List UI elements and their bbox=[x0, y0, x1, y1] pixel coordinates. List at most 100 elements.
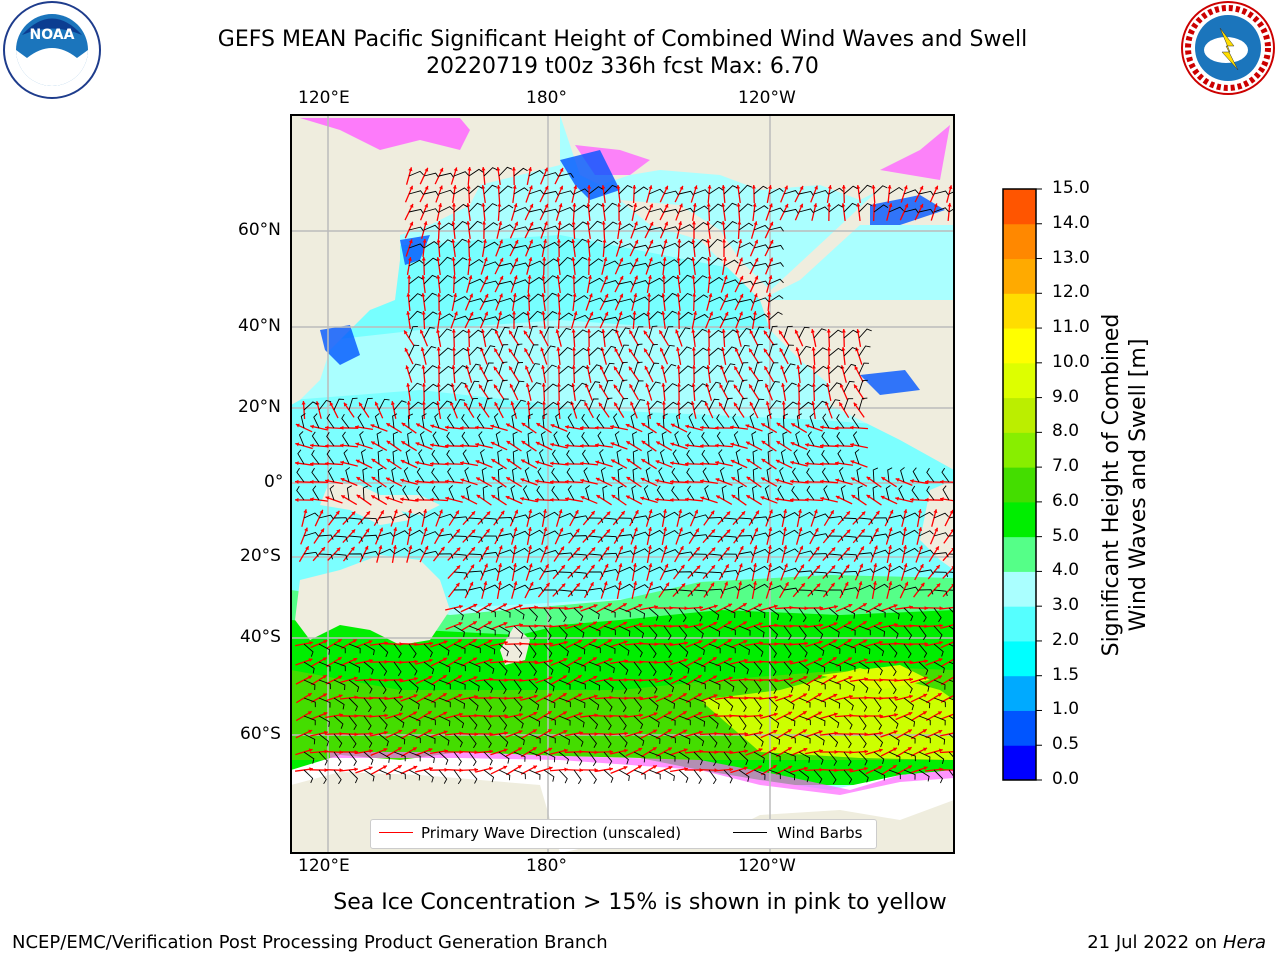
wave-direction-arrowhead bbox=[586, 239, 591, 243]
wind-barb bbox=[873, 185, 888, 195]
wave-direction-arrowhead bbox=[795, 347, 800, 352]
colorbar-tick-label: 13.0 bbox=[1052, 247, 1090, 268]
wind-barb bbox=[911, 485, 920, 501]
wind-barb bbox=[888, 661, 897, 677]
wave-direction-arrowhead bbox=[819, 623, 823, 628]
wave-direction-arrowhead bbox=[472, 639, 477, 643]
wave-direction-arrowhead bbox=[481, 167, 486, 171]
wind-barb bbox=[903, 586, 919, 592]
wind-barb bbox=[768, 294, 784, 303]
wave-direction-arrowhead bbox=[295, 479, 299, 484]
wind-barb bbox=[708, 661, 721, 672]
wind-barb bbox=[858, 568, 874, 574]
wind-barb bbox=[708, 316, 724, 321]
wind-barb bbox=[573, 625, 585, 638]
wind-barb bbox=[851, 413, 860, 429]
alaska-land bbox=[620, 200, 770, 300]
wind-barb bbox=[813, 189, 829, 195]
wind-barb bbox=[303, 531, 319, 537]
wind-barb bbox=[468, 220, 483, 231]
wind-barb bbox=[618, 751, 629, 765]
wind-barb bbox=[828, 204, 844, 213]
wind-barb bbox=[767, 449, 773, 465]
wind-barb bbox=[738, 184, 753, 195]
wave-direction-arrowhead bbox=[743, 658, 748, 663]
wave-direction-arrowhead bbox=[413, 694, 418, 699]
wave-direction-arrowhead bbox=[471, 511, 476, 516]
wave-direction-arrowhead bbox=[466, 185, 471, 189]
wind-barb bbox=[603, 643, 616, 654]
wind-barb bbox=[468, 278, 484, 285]
wind-barb bbox=[686, 449, 695, 465]
wind-barb bbox=[537, 467, 545, 483]
wave-direction-arrowhead bbox=[767, 293, 772, 297]
wind-barb bbox=[633, 343, 643, 357]
wave-direction-arrowhead bbox=[548, 747, 553, 752]
wind-barb bbox=[588, 220, 603, 231]
wave-direction-arrowhead bbox=[918, 545, 923, 550]
wave-direction-arrowhead bbox=[948, 185, 953, 190]
wind-barb bbox=[558, 589, 573, 597]
wind-barb bbox=[708, 203, 723, 213]
wind-barb bbox=[573, 643, 586, 655]
wave-direction-arrowhead bbox=[853, 402, 858, 407]
wind-barb bbox=[393, 400, 407, 411]
wave-direction-arrowhead bbox=[908, 711, 913, 716]
wave-direction-arrowhead bbox=[781, 401, 786, 405]
wind-barb bbox=[438, 643, 450, 656]
wind-barb bbox=[573, 329, 588, 339]
wave-direction-arrowhead bbox=[721, 239, 727, 243]
wave-direction-arrowhead bbox=[429, 766, 433, 771]
wind-barb bbox=[843, 733, 852, 749]
wind-barb bbox=[528, 401, 543, 411]
wind-barb bbox=[528, 226, 544, 232]
wave-direction-arrowhead bbox=[646, 311, 651, 315]
wave-direction-arrowhead bbox=[848, 676, 853, 680]
wave-direction-arrowhead bbox=[453, 167, 458, 172]
wind-barb bbox=[693, 239, 708, 249]
wind-barb bbox=[393, 751, 406, 762]
wave-direction-arrowhead bbox=[619, 545, 624, 550]
wave-direction-arrowhead bbox=[485, 528, 490, 533]
wind-barb bbox=[843, 679, 855, 692]
wave-direction-arrowhead bbox=[811, 401, 816, 405]
wind-barb bbox=[513, 565, 529, 573]
wind-barb bbox=[704, 485, 710, 501]
wind-barb bbox=[403, 467, 410, 483]
wind-barb bbox=[753, 262, 769, 268]
wind-barb bbox=[543, 530, 559, 537]
wind-barb bbox=[783, 607, 793, 622]
coast-blue-3 bbox=[320, 325, 360, 365]
wave-direction-arrowhead bbox=[517, 747, 522, 752]
wind-barb bbox=[813, 697, 826, 708]
wind-barb bbox=[768, 585, 784, 591]
wave-direction-arrowhead bbox=[562, 693, 567, 697]
wave-direction-arrowhead bbox=[938, 658, 943, 662]
wave-direction-arrowhead bbox=[475, 442, 480, 447]
wave-direction-arrowhead bbox=[813, 203, 818, 208]
wave-direction-arrowhead bbox=[861, 511, 866, 516]
wind-barb bbox=[483, 203, 498, 213]
wave-direction-arrowhead bbox=[628, 366, 633, 371]
wave-direction-arrowhead bbox=[648, 257, 653, 262]
wind-barb bbox=[798, 530, 814, 537]
wave-direction-arrowhead bbox=[609, 676, 613, 681]
wind-barb bbox=[678, 751, 690, 764]
wind-barb bbox=[836, 431, 845, 447]
wind-barb bbox=[659, 449, 665, 465]
wind-barb bbox=[858, 679, 869, 693]
wind-barb bbox=[648, 566, 664, 573]
wave-direction-arrowhead bbox=[700, 479, 704, 484]
wave-direction-arrowhead bbox=[469, 293, 474, 298]
wind-barb bbox=[873, 715, 883, 730]
wave-direction-arrowhead bbox=[849, 767, 853, 772]
wave-direction-arrowhead bbox=[715, 425, 719, 430]
wind-barb bbox=[543, 733, 556, 744]
wave-direction-arrowhead bbox=[683, 675, 688, 680]
wind-barb bbox=[408, 276, 424, 285]
wave-direction-arrowhead bbox=[676, 275, 681, 279]
wind-barb bbox=[723, 185, 738, 195]
wind-barb bbox=[513, 661, 522, 677]
wave-direction-arrowhead bbox=[670, 461, 674, 466]
wave-direction-arrowhead bbox=[473, 603, 478, 608]
